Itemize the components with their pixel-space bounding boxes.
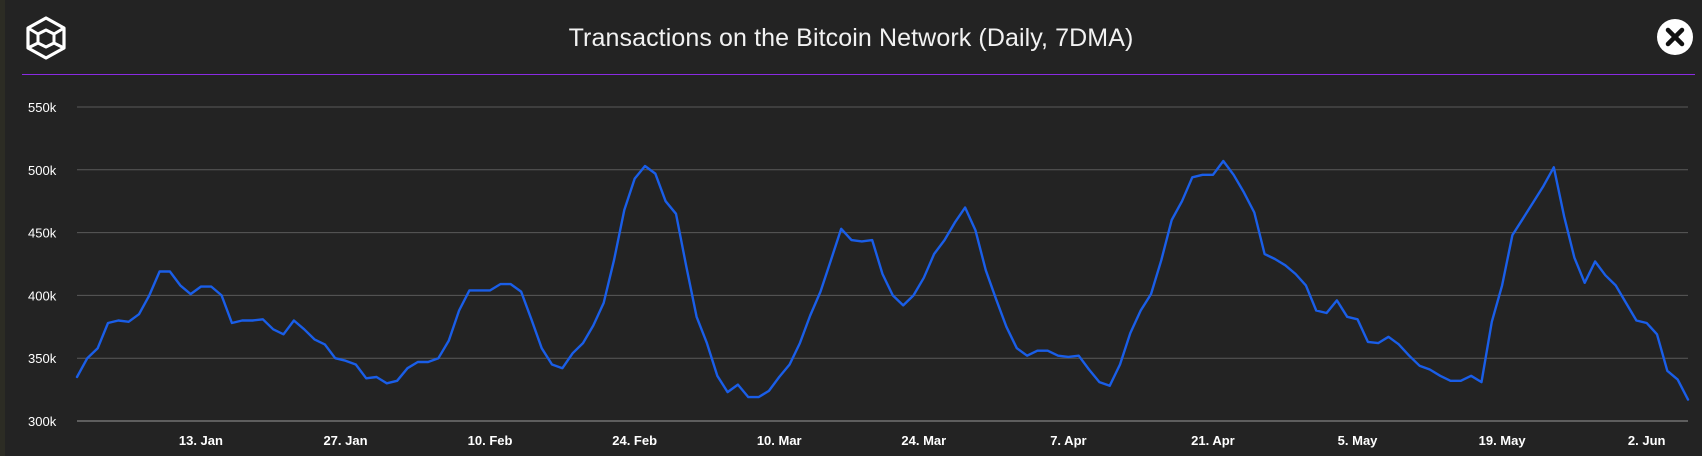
close-button[interactable] [1657, 19, 1693, 55]
y-tick-label: 450k [28, 226, 57, 241]
x-tick-label: 10. Feb [468, 433, 513, 448]
cube-logo-icon [22, 14, 70, 62]
y-tick-label: 350k [28, 351, 57, 366]
y-tick-label: 400k [28, 288, 57, 303]
y-tick-label: 550k [28, 100, 57, 115]
x-tick-label: 19. May [1479, 433, 1527, 448]
chart-header: Transactions on the Bitcoin Network (Dai… [0, 0, 1702, 75]
x-tick-label: 2. Jun [1628, 433, 1666, 448]
x-tick-label: 21. Apr [1191, 433, 1235, 448]
y-tick-label: 500k [28, 163, 57, 178]
x-tick-label: 27. Jan [323, 433, 367, 448]
window-edge-strip [0, 0, 5, 456]
x-tick-label: 24. Feb [612, 433, 657, 448]
x-tick-label: 10. Mar [757, 433, 802, 448]
x-tick-label: 7. Apr [1050, 433, 1086, 448]
series-line [75, 159, 1690, 401]
x-tick-label: 13. Jan [179, 433, 223, 448]
header-divider [22, 74, 1695, 75]
x-tick-label: 24. Mar [901, 433, 946, 448]
x-tick-label: 5. May [1338, 433, 1379, 448]
page-title: Transactions on the Bitcoin Network (Dai… [568, 24, 1134, 52]
y-tick-label: 300k [28, 414, 57, 429]
close-icon [1665, 27, 1685, 47]
